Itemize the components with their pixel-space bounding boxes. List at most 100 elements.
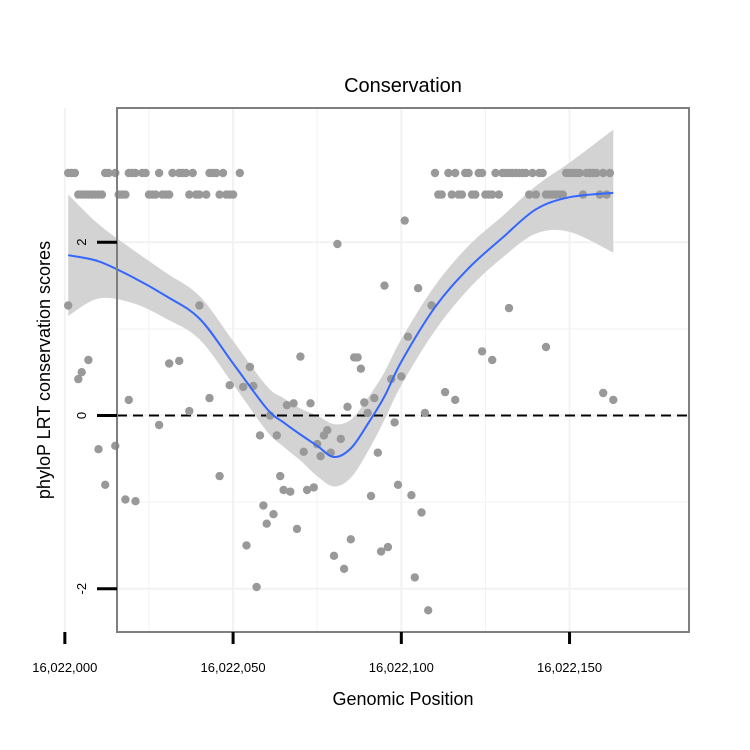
data-point (488, 355, 497, 365)
data-point (471, 190, 480, 199)
data-point (111, 168, 120, 178)
data-point (541, 342, 551, 352)
y-tick-label: 0 (74, 412, 89, 419)
data-point (215, 190, 224, 199)
data-point (309, 483, 318, 492)
data-point (477, 168, 487, 178)
y-axis-label: phyloP LRT conservation scores (34, 241, 54, 499)
data-point (437, 190, 446, 199)
data-point (393, 480, 403, 489)
data-point (188, 168, 197, 178)
data-point (363, 408, 372, 418)
data-point (289, 399, 298, 408)
confidence-ribbon (68, 129, 614, 487)
data-point (488, 190, 497, 199)
data-point (599, 168, 608, 178)
data-point (602, 190, 611, 199)
data-point (353, 353, 362, 362)
data-point (151, 190, 160, 199)
data-point (272, 431, 281, 440)
data-point (97, 190, 107, 199)
y-axis: -2 0 2 (74, 239, 117, 595)
data-point (403, 332, 413, 341)
data-point (339, 564, 349, 573)
data-point (154, 420, 164, 430)
data-point (235, 168, 244, 178)
data-point (74, 374, 83, 384)
data-point (451, 395, 460, 405)
data-point (316, 452, 325, 461)
y-tick-label: 2 (74, 239, 89, 246)
data-point (185, 406, 194, 416)
data-point (124, 395, 133, 405)
data-point (282, 400, 292, 410)
data-point (141, 168, 150, 178)
data-point (424, 606, 433, 615)
data-point (373, 448, 382, 457)
data-point (531, 190, 541, 199)
data-point (131, 497, 140, 506)
data-point (131, 168, 140, 178)
data-point (225, 381, 234, 390)
data-point (383, 542, 393, 552)
y-tick-label: -2 (74, 583, 89, 595)
data-point (329, 551, 339, 560)
data-point (252, 582, 261, 592)
data-point (269, 510, 278, 519)
data-point (154, 168, 164, 178)
data-point (360, 398, 369, 407)
data-point (343, 402, 352, 411)
data-point (111, 441, 120, 450)
data-point (366, 491, 376, 501)
data-point (605, 168, 615, 178)
data-point (165, 190, 174, 199)
data-point (94, 445, 103, 454)
data-point (525, 190, 534, 199)
data-point (356, 364, 366, 373)
data-point (397, 372, 406, 381)
data-point (255, 431, 265, 440)
data-point (259, 501, 268, 510)
data-point (430, 168, 440, 178)
data-point (228, 190, 238, 199)
data-point (63, 301, 73, 310)
data-point (212, 168, 221, 178)
data-point (185, 190, 194, 199)
panel-border (116, 107, 690, 633)
data-point (558, 190, 567, 199)
smooth-line (67, 191, 614, 459)
data-point (202, 190, 211, 199)
data-point (346, 535, 355, 544)
data-point (168, 168, 177, 178)
data-point (528, 168, 537, 178)
data-point (218, 168, 228, 178)
x-axis: 16,022,000 16,022,050 16,022,100 16,022,150 (32, 632, 602, 675)
data-point (165, 359, 174, 368)
data-point (302, 485, 312, 495)
data-point (370, 393, 379, 403)
data-point (407, 491, 416, 500)
data-point (400, 216, 409, 225)
data-point (477, 347, 487, 356)
data-point (413, 284, 423, 293)
data-point (296, 352, 305, 361)
data-point (575, 168, 584, 178)
data-point (242, 541, 251, 550)
data-point (447, 190, 456, 199)
data-point (444, 168, 453, 178)
data-point (279, 485, 288, 495)
data-point (205, 393, 214, 403)
data-point (538, 168, 547, 178)
x-axis-label: Genomic Position (332, 689, 473, 709)
data-point (323, 426, 332, 435)
plot-panel (63, 107, 690, 633)
data-point (504, 303, 514, 313)
data-point (175, 356, 184, 366)
data-point (521, 168, 530, 178)
data-point (104, 168, 113, 178)
data-point (417, 508, 426, 517)
data-point (292, 524, 302, 534)
data-point (77, 368, 86, 377)
data-point (245, 362, 255, 372)
